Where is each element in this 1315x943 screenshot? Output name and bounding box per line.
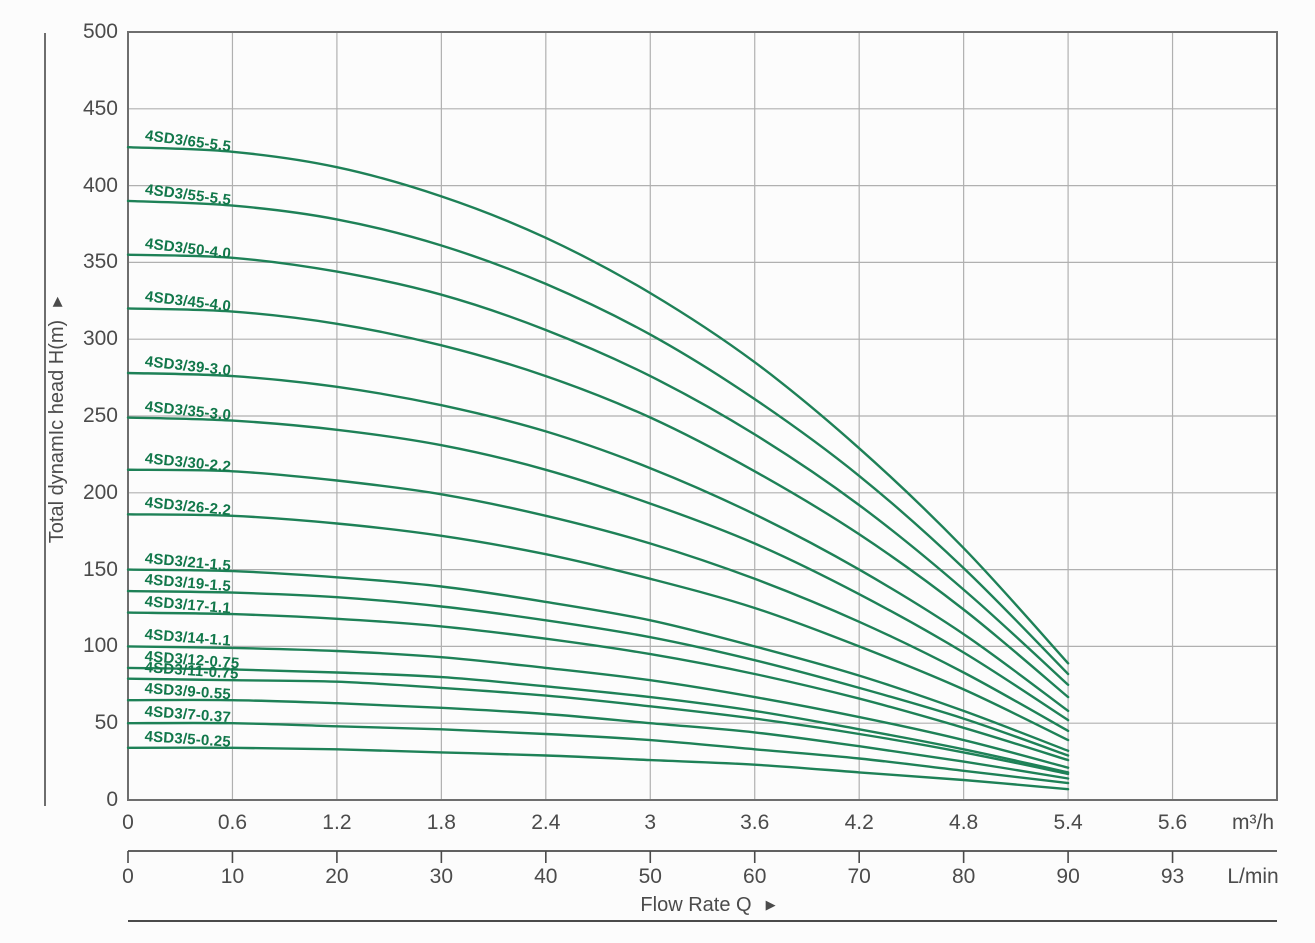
pump-curve-4SD3-45-4.0 — [126, 307, 1070, 699]
pump-curve-4SD3-17-1.1 — [126, 611, 1070, 762]
pump-curve-4SD3-11-0.75 — [126, 677, 1070, 776]
pump-curve-4SD3-39-3.0 — [126, 371, 1070, 713]
pump-curve-4SD3-30-2.2 — [126, 468, 1070, 733]
pump-curve-4SD3-26-2.2 — [126, 513, 1070, 742]
pump-curve-4SD3-5-0.25 — [126, 746, 1070, 791]
pump-curve-4SD3-9-0.55 — [126, 698, 1070, 780]
pump-curve-4SD3-14-1.1 — [126, 645, 1070, 769]
pump-curve-4SD3-35-3.0 — [126, 416, 1070, 722]
pump-curve-4SD3-55-5.5 — [126, 199, 1070, 676]
pump-curve-4SD3-19-1.5 — [126, 589, 1070, 757]
pump-curve-4SD3-21-1.5 — [126, 568, 1070, 752]
pump-curve-4SD3-7-0.37 — [126, 721, 1070, 785]
pump-curve-4SD3-12-0.75 — [126, 666, 1070, 774]
pump-curve-4SD3-65-5.5 — [126, 146, 1070, 665]
plot-border — [127, 31, 1278, 801]
pump-curve-4SD3-50-4.0 — [126, 253, 1070, 686]
